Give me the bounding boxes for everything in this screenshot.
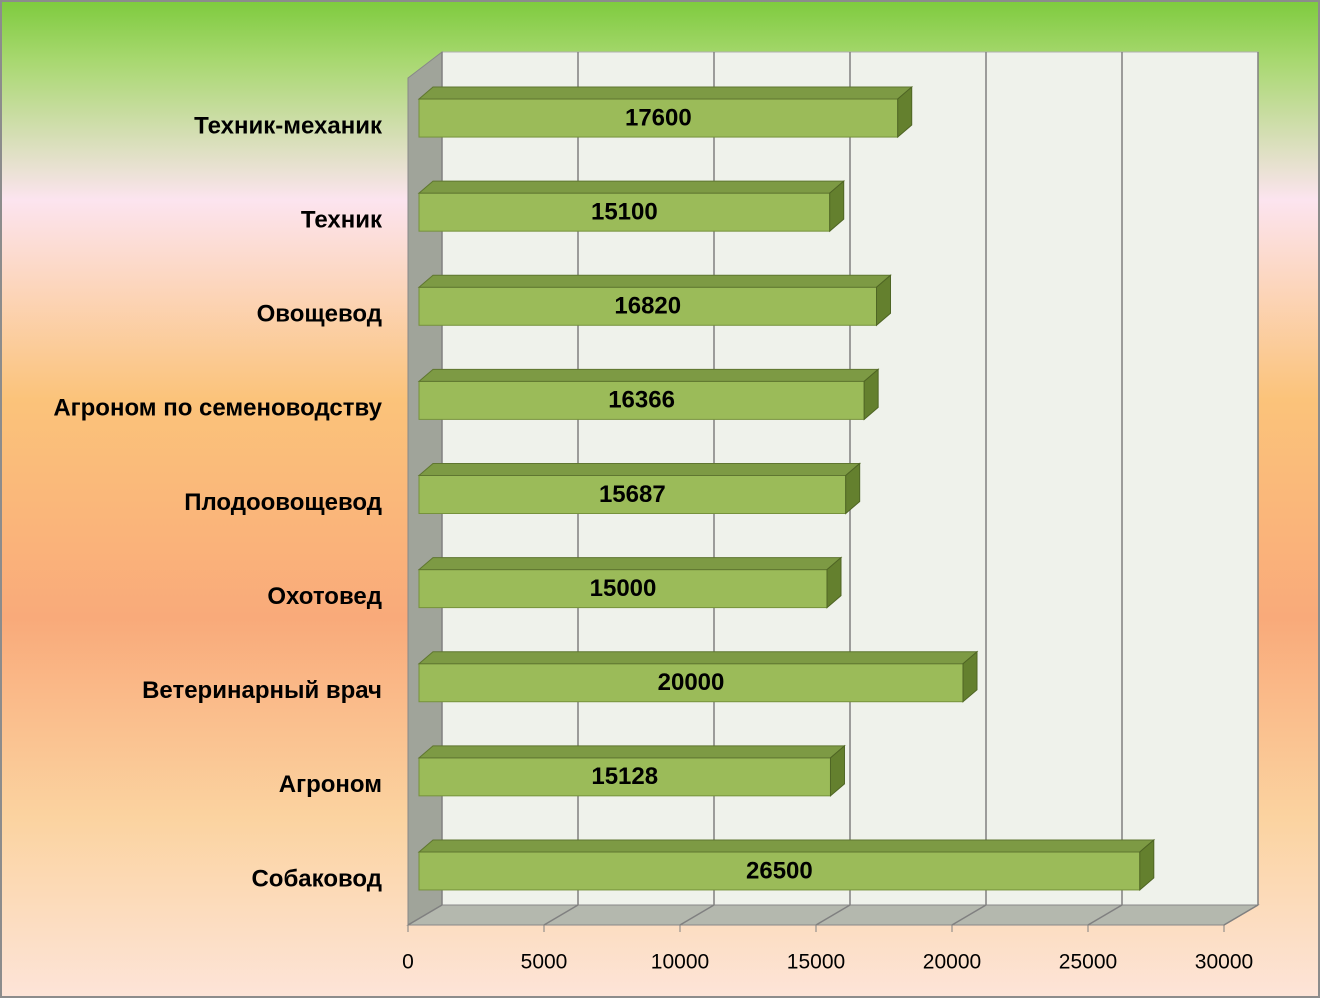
data-label: 16820 <box>614 293 681 320</box>
y-tick-label: Охотовед <box>267 583 382 610</box>
bar-side <box>845 462 861 515</box>
floor-grid-line <box>679 904 715 926</box>
data-label: 20000 <box>658 669 725 696</box>
y-tick-label: Агроном по семеноводству <box>53 395 382 422</box>
x-tick-label: 0 <box>402 951 414 974</box>
bar-top <box>417 745 846 759</box>
floor-grid-line <box>407 904 443 926</box>
bar-side <box>876 274 892 327</box>
data-label: 15000 <box>590 575 657 602</box>
bar <box>417 180 846 233</box>
bar-side <box>962 650 978 703</box>
bar-side <box>826 556 842 609</box>
y-tick-label: Агроном <box>279 771 382 798</box>
bar-side <box>829 744 845 797</box>
floor-grid-line <box>951 904 987 926</box>
x-tick-label: 5000 <box>521 951 568 974</box>
y-tick-label: Овощевод <box>257 301 382 328</box>
bar-top <box>417 557 843 571</box>
plot: 0 5000 10000 15000 20000 25000 30000 Техник-мех… <box>53 52 1259 974</box>
x-tick-label: 25000 <box>1059 951 1117 974</box>
bar-top <box>417 839 1156 853</box>
bar-front <box>418 757 831 797</box>
bar-top <box>417 651 979 665</box>
bar-front <box>418 380 865 420</box>
bar-front <box>418 569 828 609</box>
bar <box>417 462 862 515</box>
floor-grid-line <box>1223 904 1259 926</box>
bar-side <box>829 180 845 233</box>
data-label: 16366 <box>608 387 675 414</box>
data-label: 15128 <box>591 763 658 790</box>
bar <box>417 838 1156 892</box>
y-tick-label: Ветеринарный врач <box>142 677 382 704</box>
floor-grid-line <box>1087 904 1123 926</box>
bar <box>417 274 892 327</box>
floor-grid-line <box>543 904 579 926</box>
bar <box>417 744 846 797</box>
y-tick-label: Техник <box>301 207 383 234</box>
floor-grid-line <box>815 904 851 926</box>
bar-front <box>418 475 847 514</box>
bar <box>417 556 843 609</box>
bar <box>417 85 914 139</box>
y-tick-label: Техник-механик <box>194 112 383 139</box>
data-label: 15100 <box>591 199 658 226</box>
bar-side <box>1139 838 1155 892</box>
bar-side <box>897 85 913 139</box>
bar-top <box>417 274 892 288</box>
x-tick-label: 10000 <box>651 951 709 974</box>
bar-front <box>418 286 878 326</box>
bar-front <box>418 663 964 703</box>
bar-front <box>418 192 831 232</box>
y-tick-label: Плодоовощевод <box>184 489 382 516</box>
data-label: 15687 <box>599 481 666 508</box>
x-tick-label: 30000 <box>1195 951 1253 974</box>
x-tick-label: 20000 <box>923 951 981 974</box>
bar-top <box>417 180 846 194</box>
data-label: 26500 <box>746 857 813 884</box>
x-tick-label: 15000 <box>787 951 845 974</box>
y-tick-label: Собаковод <box>251 865 382 892</box>
data-label: 17600 <box>625 104 692 131</box>
bar <box>417 368 880 421</box>
bar-top <box>417 463 862 476</box>
bar-top <box>417 86 914 100</box>
bar-side <box>863 368 879 421</box>
bar-top <box>417 368 880 382</box>
bar <box>417 650 979 703</box>
